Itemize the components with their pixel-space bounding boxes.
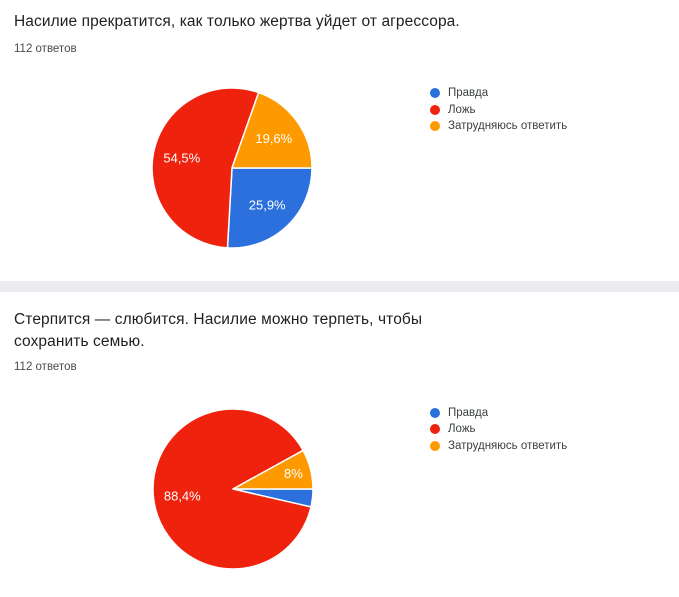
pie-slice-label: 88,4% [164,489,201,504]
legend-item: Ложь [430,102,567,119]
legend-label: Затрудняюсь ответить [448,439,568,452]
chart-legend: Правда Ложь Затрудняюсь ответить [430,85,567,135]
legend-color-swatch-icon [430,88,440,99]
legend-item: Правда [430,405,567,422]
legend-label: Правда [448,406,489,419]
legend-label: Ложь [448,423,476,436]
pie-slice[interactable] [231,91,313,169]
legend-color-swatch-icon [430,440,440,451]
pie-slice-label: 8% [284,466,303,481]
legend-item: Правда [430,85,567,102]
legend-color-swatch-icon [430,424,440,435]
legend-color-swatch-icon [430,104,440,115]
question-title-line: сохранить семью. [14,332,145,350]
pie-slice[interactable] [226,167,313,249]
pie-slice[interactable] [151,87,260,249]
pie-chart[interactable]: 88,4% 8% [151,407,315,571]
legend-label: Ложь [448,103,476,116]
legend-item: Затрудняюсь ответить [430,438,567,455]
pie-slice[interactable] [152,408,312,570]
response-count: 112 ответов [14,361,77,373]
legend-label: Затрудняюсь ответить [448,120,568,133]
pie-slice-label: 19,6% [255,131,292,146]
pie-slice-label: 54,5% [163,150,200,165]
pie-chart[interactable]: 25,9% 54,5% 19,6% [150,86,314,250]
chart-legend: Правда Ложь Затрудняюсь ответить [430,405,567,455]
pie-slice[interactable] [232,449,314,490]
legend-item: Затрудняюсь ответить [430,118,567,135]
question-card-2: Стерпится — слюбится. Насилие можно терп… [0,292,679,597]
question-title-line: Насилие прекратится, как только жертва у… [14,13,460,30]
card-divider [0,281,679,292]
legend-color-swatch-icon [430,121,440,132]
question-title-line: Стерпится — слюбится. Насилие можно терп… [14,311,423,328]
question-card-1: Насилие прекратится, как только жертва у… [0,0,679,281]
question-title: Стерпится — слюбится. Насилие можно терп… [14,309,654,352]
pie-slice-label: 25,9% [249,198,286,213]
legend-label: Правда [448,87,489,100]
legend-item: Ложь [430,421,567,438]
response-count: 112 ответов [14,43,77,55]
legend-color-swatch-icon [430,407,440,418]
question-title: Насилие прекратится, как только жертва у… [14,11,654,33]
